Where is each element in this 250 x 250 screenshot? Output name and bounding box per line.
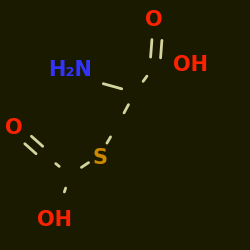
Text: H₂N: H₂N	[48, 60, 92, 80]
Text: O: O	[145, 10, 162, 30]
Text: O: O	[5, 118, 22, 138]
Text: S: S	[92, 148, 108, 168]
Text: OH: OH	[38, 210, 72, 230]
Text: OH: OH	[172, 55, 208, 75]
